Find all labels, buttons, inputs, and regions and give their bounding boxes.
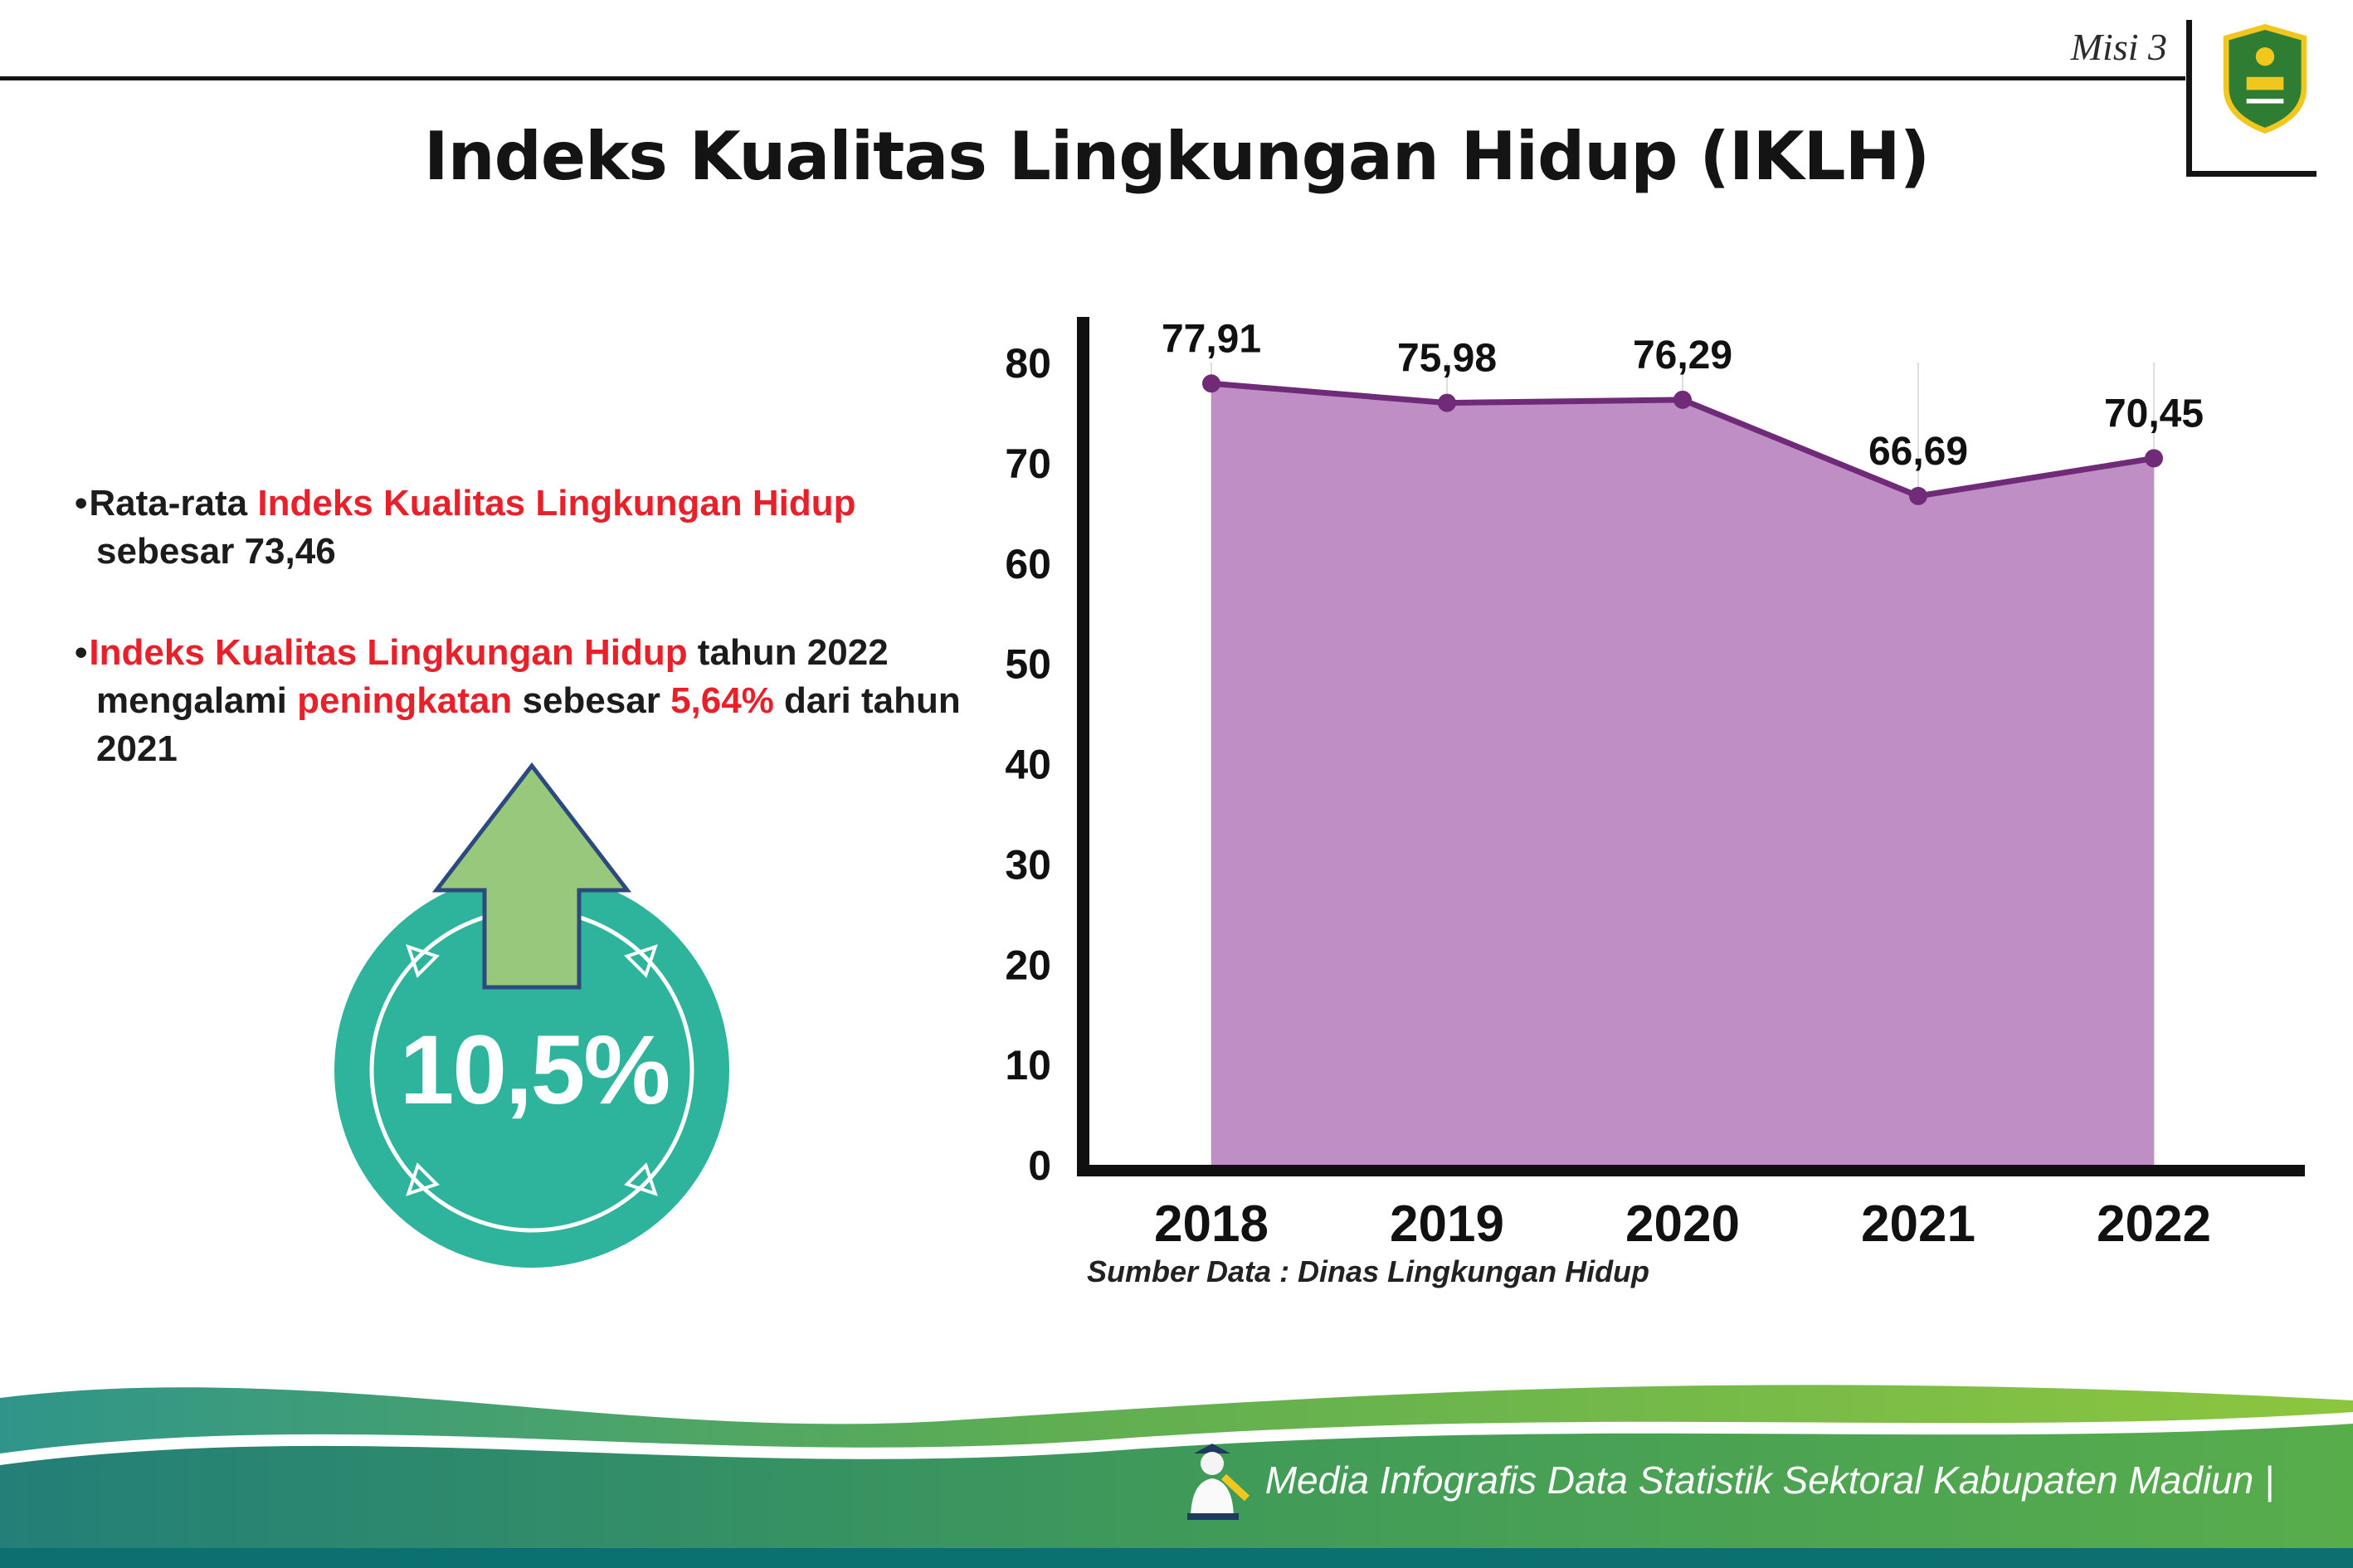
bullet1-tail: sebesar 73,46 (96, 531, 336, 572)
writer-icon (1186, 1444, 1250, 1520)
bullet2-highlight1: Indeks Kualitas Lingkungan Hidup (89, 632, 688, 674)
iklh-chart: 77,91 75,98 76,29 66,69 70,45 0 10 20 30 40 50 60 70… (1005, 317, 2305, 1253)
increase-badge (334, 762, 729, 1268)
up-arrow-icon (431, 762, 632, 990)
svg-text:2018: 2018 (1154, 1195, 1269, 1253)
bullet2-highlight3: 5,64% (670, 680, 774, 722)
footer-tagline: Media Infografis Data Statistik Sektoral… (1264, 1458, 2274, 1502)
svg-text:80: 80 (1005, 340, 1051, 387)
badge-triangles (406, 944, 658, 1196)
svg-text:2022: 2022 (2097, 1195, 2211, 1253)
svg-text:70,45: 70,45 (2104, 392, 2204, 436)
footer-waves (0, 1385, 2353, 1568)
svg-text:77,91: 77,91 (1162, 317, 1261, 361)
svg-text:2020: 2020 (1625, 1195, 1740, 1253)
logo-frame (2186, 20, 2316, 177)
footer-tagline-row: Media Infografis Data Statistik Sektoral… (1174, 1440, 2274, 1520)
bullet2-tail: dari tahun 2021 (96, 680, 961, 770)
svg-text:2019: 2019 (1390, 1195, 1504, 1253)
page-title: Indeks Kualitas Lingkungan Hidup (IKLH) (423, 118, 1930, 195)
svg-text:10: 10 (1005, 1042, 1051, 1088)
svg-text:60: 60 (1005, 541, 1051, 587)
bullet-average-iklh: Rata-rata Indeks Kualitas Lingkungan Hid… (75, 480, 1004, 576)
bullet1-highlight: Indeks Kualitas Lingkungan Hidup (257, 483, 856, 523)
data-source: Sumber Data : Dinas Lingkungan Hidup (1087, 1254, 1650, 1288)
key-points: Rata-rata Indeks Kualitas Lingkungan Hid… (75, 480, 1004, 826)
svg-text:66,69: 66,69 (1868, 430, 1968, 474)
increase-percentage: 10,5% (399, 1015, 671, 1125)
svg-text:40: 40 (1005, 742, 1051, 788)
svg-text:30: 30 (1005, 841, 1051, 888)
top-rule (0, 76, 2185, 80)
svg-text:76,29: 76,29 (1633, 334, 1732, 377)
svg-text:50: 50 (1005, 641, 1051, 688)
bullet2-text2: sebesar (512, 680, 671, 722)
misi-label: Misi 3 (2070, 26, 2167, 68)
svg-text:70: 70 (1005, 441, 1051, 487)
bullet2-highlight2: peningkatan (297, 680, 513, 722)
svg-text:20: 20 (1005, 942, 1051, 988)
bullet-increase-2022: Indeks Kualitas Lingkungan Hidup tahun 2… (75, 629, 1004, 773)
svg-text:2021: 2021 (1861, 1195, 1975, 1253)
bullet2-text1: tahun 2022 mengalami (96, 632, 889, 722)
svg-text:75,98: 75,98 (1397, 337, 1497, 381)
kabupaten-madiun-crest-icon (2223, 23, 2307, 134)
svg-text:0: 0 (1028, 1142, 1051, 1189)
bullet1-text: Rata-rata (89, 483, 258, 523)
